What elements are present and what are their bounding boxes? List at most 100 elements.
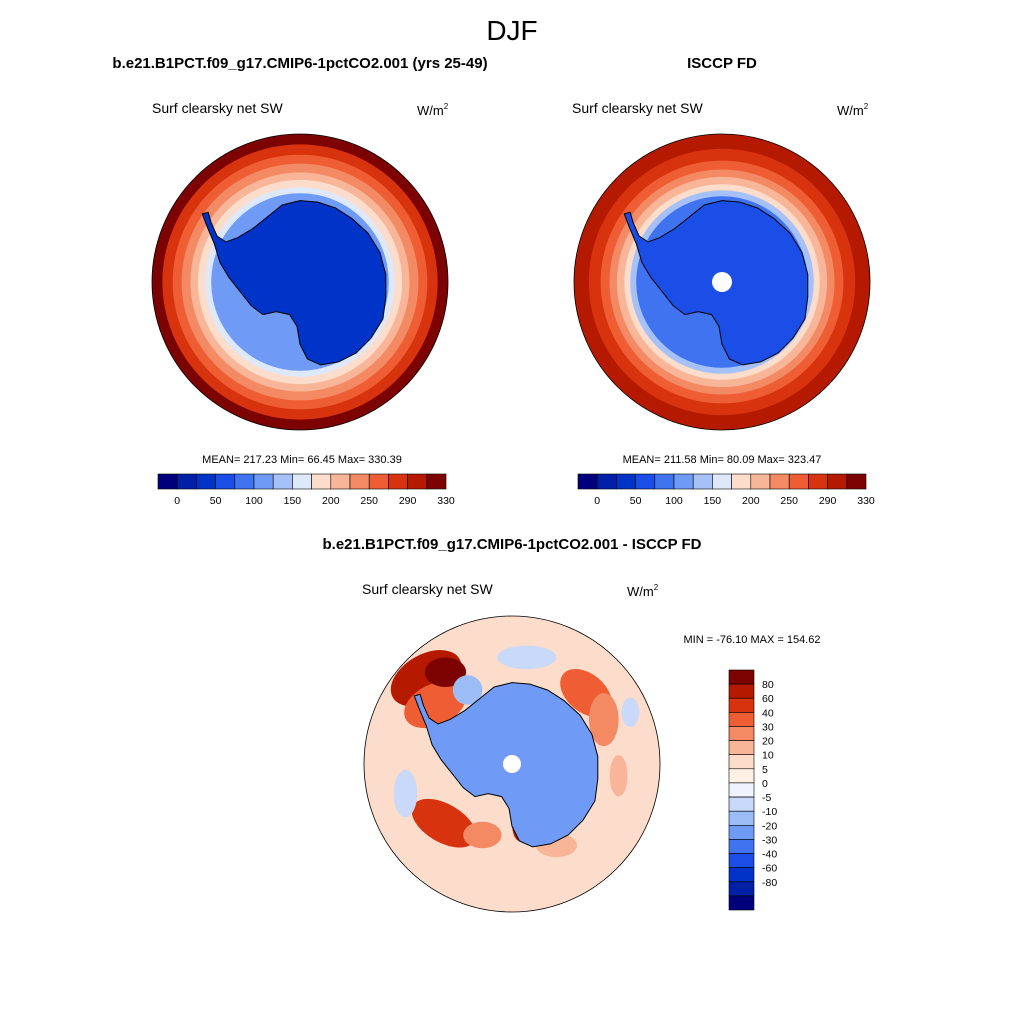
panel-diff-map: [364, 616, 660, 912]
diff-cbar-tick-label-12: -40: [762, 849, 777, 861]
panel-obs-variable-label: Surf clearsky net SW: [572, 100, 703, 116]
cbar-model-tick-label-7: 330: [437, 495, 455, 507]
panel-obs-colorbar: 0 50 100 150 200 250 290 330: [577, 473, 875, 507]
cbar-model-tick-label-6: 290: [399, 495, 417, 507]
panel-model-stats: MEAN= 217.23 Min= 66.45 Max= 330.39: [202, 454, 402, 466]
diff-cbar-swatch-11: [728, 824, 755, 840]
diff-anomaly-10: [497, 645, 557, 670]
cbar-model-tick-label-3: 150: [284, 495, 302, 507]
diff-anomaly-9: [609, 755, 628, 797]
cbar-model-swatch-13: [407, 473, 428, 490]
panel-obs-map: [574, 134, 870, 430]
cbar-obs-tick-label-5: 250: [780, 495, 798, 507]
diff-cbar-swatch-16: [728, 895, 755, 911]
diff-cbar-swatch-7: [728, 768, 755, 784]
cbar-model-swatch-11: [368, 473, 389, 490]
diff-cbar-tick-label-11: -30: [762, 834, 777, 846]
season-title: DJF: [486, 15, 537, 46]
cbar-model-swatch-6: [272, 473, 293, 490]
cbar-obs-swatch-2: [616, 473, 636, 490]
diff-cbar-tick-label-3: 30: [762, 722, 774, 734]
cbar-model-swatch-3: [215, 473, 236, 490]
diff-cbar-swatch-15: [728, 881, 755, 897]
diff-anomaly-5: [411, 798, 477, 848]
diff-anomaly-2: [424, 657, 467, 687]
cbar-obs-tick-label-0: 0: [594, 495, 600, 507]
cbar-model-swatch-12: [388, 473, 408, 490]
panel-obs-units: W/m2: [837, 102, 869, 118]
cbar-obs-tick-label-6: 290: [819, 495, 837, 507]
diff-anomaly-13: [621, 697, 640, 727]
diff-cbar-tick-label-5: 10: [762, 750, 774, 762]
diff-cbar-tick-label-9: -10: [762, 806, 777, 818]
panel-obs-map-border: [573, 133, 871, 431]
cbar-obs-tick-label-7: 330: [857, 495, 875, 507]
panel-diff-stats: MIN = -76.10 MAX = 154.62: [684, 634, 821, 646]
panel-model-map: [152, 134, 448, 430]
model-antarctica: [201, 200, 387, 366]
panel-obs-stats: MEAN= 211.58 Min= 80.09 Max= 323.47: [623, 454, 822, 466]
cbar-obs-swatch-10: [769, 473, 790, 490]
cbar-obs-swatch-14: [846, 473, 867, 490]
diff-anomaly-12: [393, 769, 418, 818]
diff-cbar-tick-label-0: 80: [762, 679, 774, 691]
diff-cbar-tick-label-1: 60: [762, 693, 774, 705]
cbar-model-swatch-7: [292, 473, 312, 490]
panel-obs: ISCCP FD Surf clearsky net SW W/m2 MEAN=…: [572, 55, 875, 507]
panel-diff-title: b.e21.B1PCT.f09_g17.CMIP6-1pctCO2.001 - …: [322, 536, 701, 553]
diff-cbar-swatch-8: [728, 782, 755, 798]
diff-cbar-swatch-3: [728, 712, 755, 727]
diff-cbar-tick-label-2: 40: [762, 707, 774, 719]
diff-anomaly-1: [404, 681, 466, 729]
cbar-model-swatch-0: [157, 473, 178, 490]
cbar-obs-swatch-8: [731, 473, 752, 490]
panel-diff-map-border: [363, 615, 661, 913]
cbar-obs-tick-label-1: 50: [630, 495, 642, 507]
diff-cbar-tick-label-13: -60: [762, 863, 777, 875]
diff-cbar-swatch-2: [728, 697, 755, 713]
cbar-obs-swatch-9: [750, 473, 771, 490]
cbar-obs-swatch-13: [827, 473, 848, 490]
cbar-obs-tick-label-3: 150: [704, 495, 722, 507]
cbar-obs-swatch-0: [577, 473, 598, 490]
panel-model-colorbar: 0 50 100 150 200 250 290 330: [157, 473, 455, 507]
cbar-model-swatch-1: [176, 473, 197, 490]
cbar-obs-swatch-4: [654, 473, 675, 490]
diff-cbar-swatch-13: [728, 853, 755, 868]
cbar-model-swatch-4: [234, 473, 255, 490]
panel-model-units: W/m2: [417, 102, 449, 118]
panel-model-variable-label: Surf clearsky net SW: [152, 100, 283, 116]
cbar-obs-tick-label-4: 200: [742, 495, 760, 507]
cbar-obs-swatch-1: [596, 473, 617, 490]
cbar-model-tick-label-1: 50: [210, 495, 222, 507]
panel-diff-units: W/m2: [627, 583, 659, 599]
panel-obs-title: ISCCP FD: [687, 55, 757, 72]
diff-cbar-swatch-1: [728, 683, 755, 699]
obs-polar-hole: [712, 272, 732, 292]
diff-cbar-swatch-10: [728, 810, 755, 826]
cbar-obs-swatch-5: [673, 473, 694, 490]
panel-model-map-border: [151, 133, 449, 431]
diff-polar-hole: [503, 755, 521, 773]
diff-cbar-swatch-0: [728, 669, 755, 685]
cbar-model-swatch-2: [196, 473, 216, 490]
cbar-model-swatch-5: [253, 473, 274, 490]
diff-cbar-tick-label-6: 5: [762, 764, 768, 776]
diff-cbar-swatch-9: [728, 796, 755, 812]
cbar-model-swatch-9: [330, 473, 351, 490]
cbar-model-swatch-8: [311, 473, 332, 490]
diff-cbar-swatch-6: [728, 754, 755, 770]
cbar-model-swatch-14: [426, 473, 447, 490]
cbar-model-tick-label-5: 250: [360, 495, 378, 507]
panel-diff: b.e21.B1PCT.f09_g17.CMIP6-1pctCO2.001 - …: [322, 536, 821, 913]
cbar-obs-swatch-7: [712, 473, 732, 490]
cbar-obs-tick-label-2: 100: [665, 495, 683, 507]
cbar-model-tick-label-2: 100: [245, 495, 263, 507]
diff-cbar-swatch-14: [728, 867, 755, 882]
diff-cbar-swatch-5: [728, 740, 755, 755]
panel-model: b.e21.B1PCT.f09_g17.CMIP6-1pctCO2.001 (y…: [112, 55, 487, 507]
diff-cbar-tick-label-4: 20: [762, 736, 774, 748]
diff-cbar-swatch-12: [728, 839, 755, 854]
diff-cbar-tick-label-8: -5: [762, 792, 771, 804]
